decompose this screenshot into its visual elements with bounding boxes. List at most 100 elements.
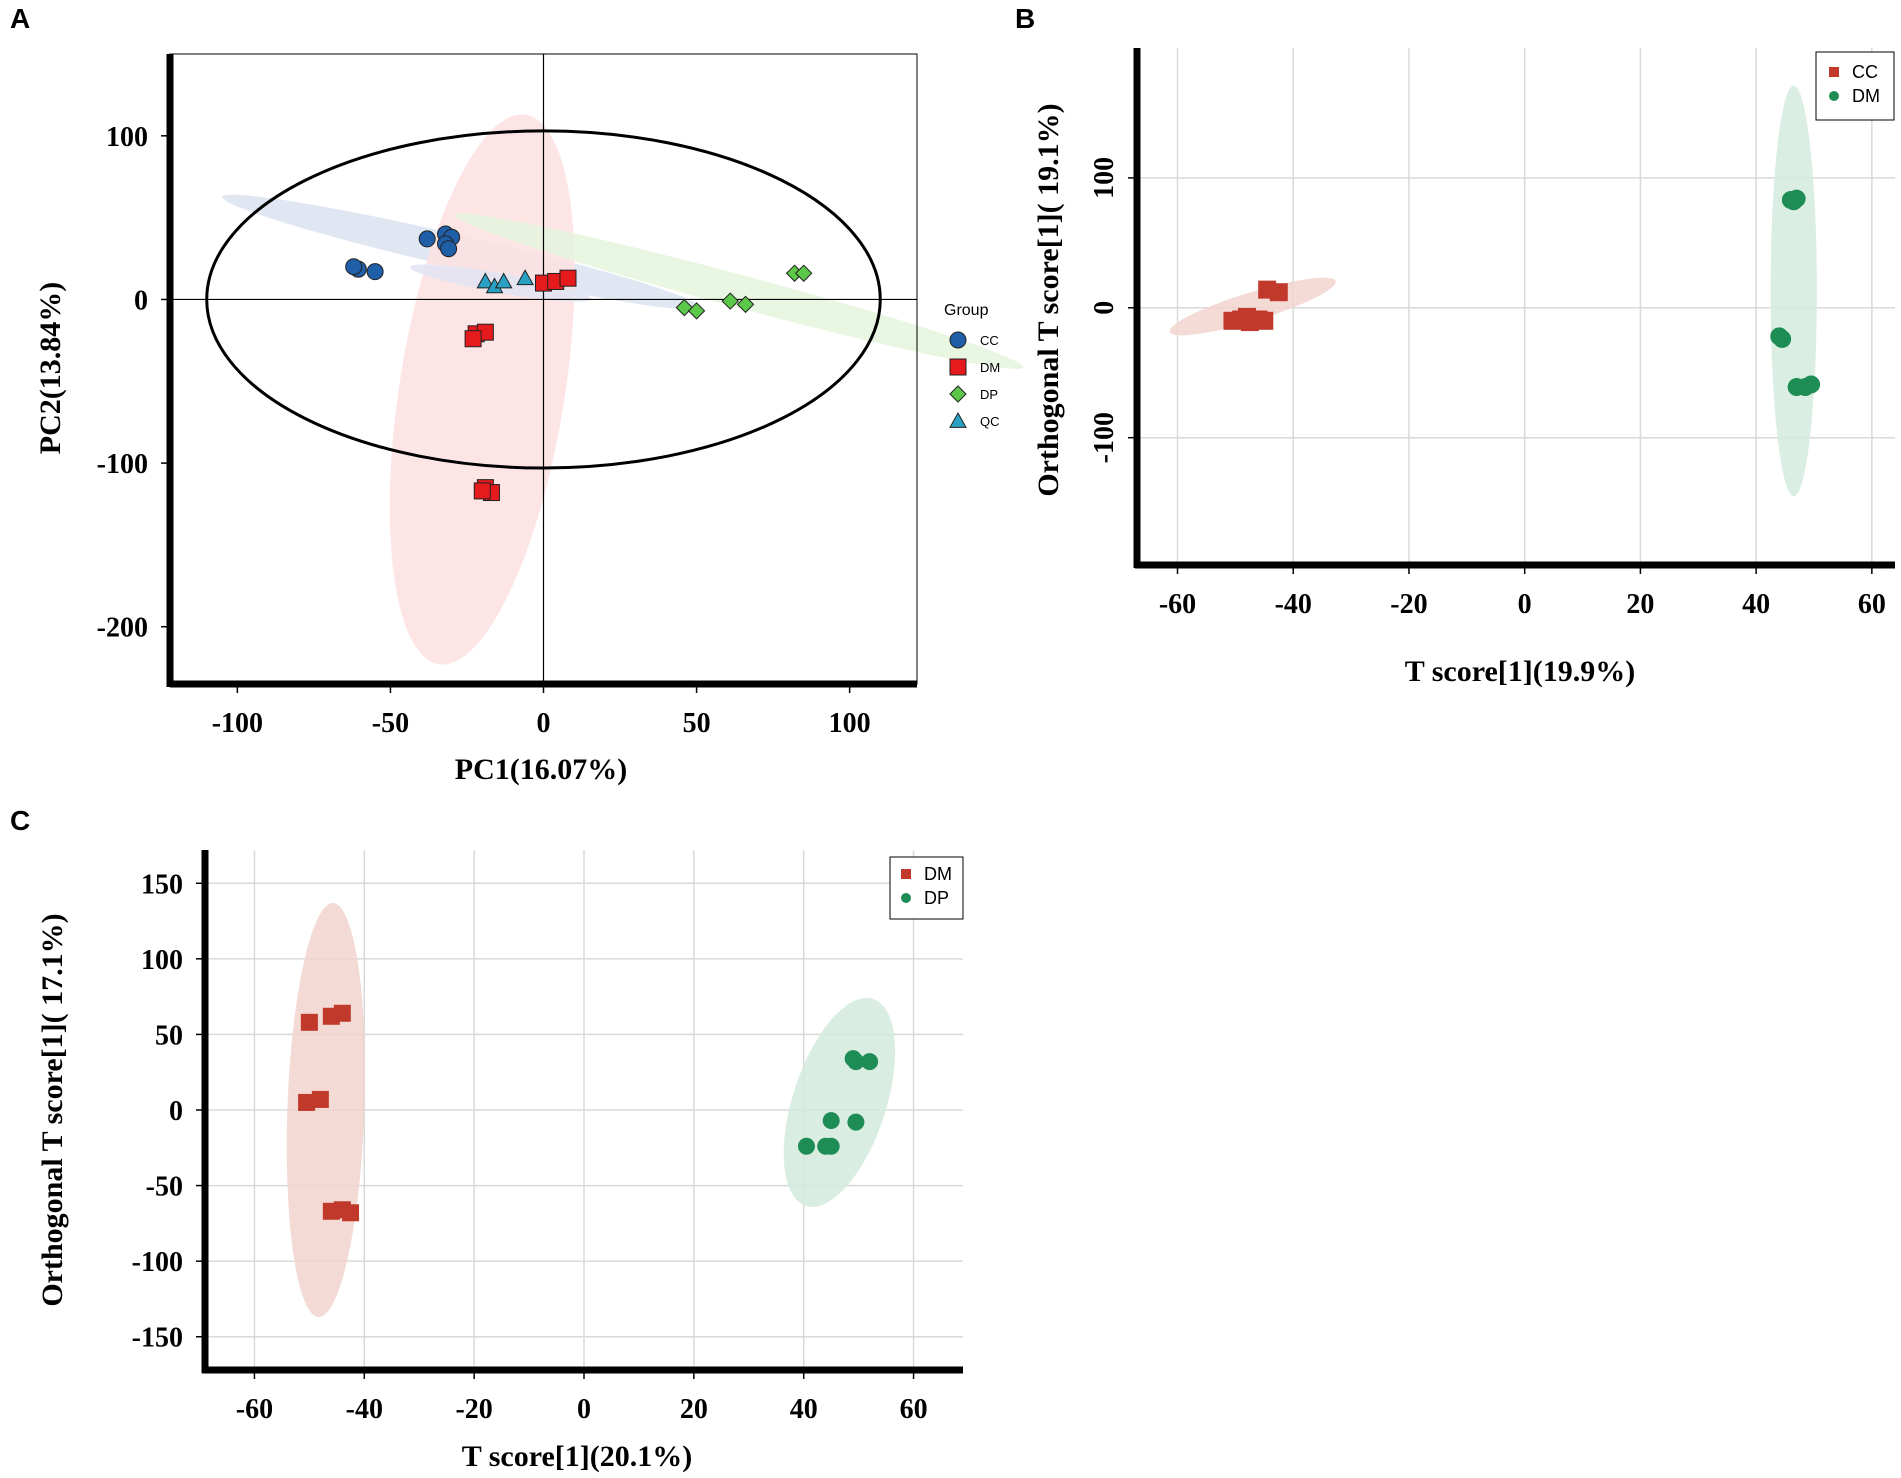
- point-cc: [1269, 283, 1288, 302]
- legend-label-dp: DP: [924, 888, 949, 908]
- grid: [1137, 48, 1895, 565]
- point-dm: [1770, 327, 1789, 346]
- panel-c-letter: C: [10, 805, 30, 836]
- legend-marker-cc: [949, 331, 967, 349]
- x-tick-label: -40: [346, 1394, 383, 1425]
- point-dm: [311, 1090, 329, 1108]
- data-points: [298, 1004, 879, 1222]
- reference-lines: [170, 54, 917, 684]
- legend-marker-dm: [949, 358, 967, 376]
- point-dp: [797, 1137, 815, 1155]
- x-axis-title: T score[1](19.9%): [1405, 655, 1636, 688]
- x-tick-label: -50: [372, 708, 409, 739]
- y-axis-title: Orthogonal T score[1]( 19.1%): [1032, 103, 1065, 496]
- x-tick-label: 60: [1858, 589, 1886, 620]
- point-cc: [440, 240, 458, 258]
- data-points: [1223, 189, 1821, 397]
- ellipse-dm: [1770, 85, 1817, 497]
- x-tick-label: -100: [212, 708, 263, 739]
- point-dp: [847, 1053, 865, 1071]
- legend-label-dm: DM: [980, 360, 1000, 375]
- point-dm: [1784, 192, 1803, 211]
- point-cc: [418, 230, 436, 248]
- ellipse-dm: [389, 114, 575, 665]
- legend-box: [1815, 51, 1895, 121]
- legend-label-dm: DM: [1852, 86, 1880, 106]
- point-dp: [687, 302, 706, 320]
- y-tick-label: 150: [141, 869, 183, 900]
- x-tick-label: -60: [1159, 589, 1196, 620]
- legend-marker-cc: [1829, 67, 1839, 77]
- legend-label-dm: DM: [924, 864, 952, 884]
- x-tick-label: -60: [236, 1394, 273, 1425]
- legend-label-dp: DP: [980, 387, 998, 402]
- point-dm: [342, 1204, 360, 1222]
- point-dp: [795, 264, 813, 282]
- point-dp: [861, 1053, 879, 1071]
- ellipse-dp: [783, 997, 896, 1207]
- point-cc: [1255, 311, 1274, 330]
- point-dp: [675, 298, 694, 317]
- point-qc: [494, 272, 513, 289]
- legend-label-cc: CC: [980, 333, 999, 348]
- panel-b-opls-da-plot: B -60 -40 -20 0 20 40 60 100 0 -100 T score[1](1…: [1015, 3, 1895, 688]
- legend: CC DM: [1815, 51, 1895, 121]
- y-axis-title: PC2(13.84%): [34, 282, 67, 454]
- legend-label-cc: CC: [1852, 62, 1878, 82]
- y-tick-label: -150: [132, 1323, 183, 1354]
- legend-marker-dp: [901, 893, 911, 903]
- x-ticks: -60 -40 -20 0 20 40 60: [236, 1370, 928, 1425]
- panel-c-opls-da-plot: C -60 -40 -20 0 20 40 60 150100500-50-100-150 …: [10, 805, 964, 1473]
- x-ticks: -60 -40 -20 0 20 40 60: [1159, 565, 1886, 620]
- x-tick-label: -40: [1275, 589, 1312, 620]
- y-tick-label: -100: [132, 1247, 183, 1278]
- x-tick-label: 0: [1518, 589, 1532, 620]
- x-axis-title: T score[1](20.1%): [462, 1440, 693, 1473]
- point-dp: [822, 1137, 840, 1155]
- x-tick-label: 20: [680, 1394, 708, 1425]
- x-tick-label: 50: [683, 708, 711, 739]
- point-dp: [736, 295, 755, 314]
- x-tick-label: 20: [1626, 589, 1654, 620]
- y-tick-label: 0: [134, 285, 148, 316]
- legend-label-qc: QC: [980, 414, 1000, 429]
- legend-marker-dm: [901, 869, 911, 879]
- ellipse-dp: [455, 213, 1024, 369]
- x-tick-label: -20: [455, 1394, 492, 1425]
- point-cc: [345, 258, 363, 276]
- y-axis-title: Orthogonal T score[1]( 17.1%): [36, 913, 69, 1306]
- y-tick-label: -100: [1089, 412, 1120, 463]
- x-tick-label: 40: [790, 1394, 818, 1425]
- legend-marker-dp: [949, 385, 967, 403]
- point-dm: [464, 330, 482, 348]
- y-tick-label: 0: [169, 1096, 183, 1127]
- panel-a-letter: A: [10, 3, 30, 34]
- x-tick-label: -20: [1390, 589, 1427, 620]
- y-tick-label: -50: [146, 1172, 183, 1203]
- point-dm: [298, 1093, 316, 1111]
- point-dm: [559, 269, 577, 287]
- legend-marker-qc: [949, 411, 967, 428]
- legend-title: Group: [944, 302, 989, 319]
- point-dp: [721, 292, 739, 310]
- point-dm: [473, 482, 491, 500]
- y-ticks: 150 100 50 0 -50 -100 -150: [132, 869, 205, 1354]
- y-ticks: 100 0 -100 -200: [97, 122, 170, 644]
- x-tick-label: 60: [900, 1394, 928, 1425]
- ellipse-cc: [1169, 277, 1336, 336]
- y-ticks: 100 0 -100: [1089, 157, 1137, 463]
- point-dp: [847, 1113, 865, 1131]
- y-tick-label: -200: [97, 613, 148, 644]
- y-tick-label: 0: [1089, 301, 1120, 315]
- legend-marker-dm: [1829, 91, 1839, 101]
- point-dm: [333, 1004, 351, 1022]
- panel-a-pca-plot: A -100 -50 0 50 100 100 0 -100 -200 PC1(16.07%)…: [10, 3, 1024, 786]
- ellipse-dm: [286, 903, 365, 1317]
- x-tick-label: 0: [577, 1394, 591, 1425]
- x-ticks: -100 -50 0 50 100: [212, 684, 871, 739]
- point-dm: [1802, 375, 1821, 394]
- y-tick-label: -100: [97, 449, 148, 480]
- panel-b-letter: B: [1015, 3, 1035, 34]
- y-tick-label: 100: [1089, 157, 1120, 199]
